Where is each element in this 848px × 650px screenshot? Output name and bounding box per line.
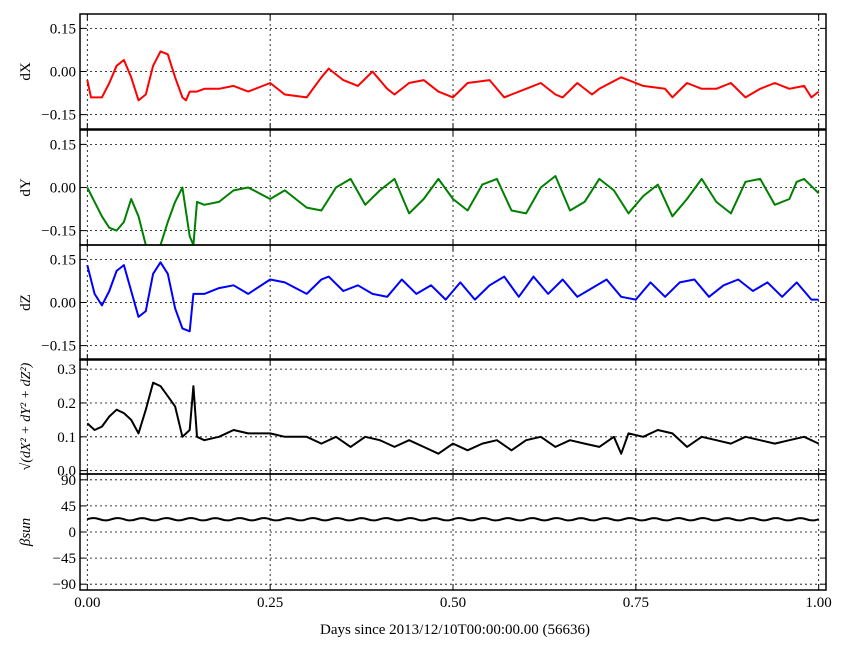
y-axis-label: dZ [18, 294, 34, 311]
y-tick-label: 0.2 [57, 396, 76, 412]
y-tick-label: 90 [61, 473, 76, 489]
y-tick-label: 0.15 [50, 21, 76, 37]
y-tick-label: 0.15 [50, 252, 76, 268]
y-tick-label: −0.15 [41, 108, 76, 124]
x-tick-label: 0.75 [623, 595, 649, 611]
series-line [86, 50, 820, 102]
y-tick-label: −0.15 [41, 339, 76, 355]
series-line [86, 261, 819, 333]
series-line [86, 381, 820, 455]
x-tick-label: 0.00 [74, 595, 100, 611]
y-axis-label: √(dX² + dY² + dZ²) [19, 362, 34, 470]
y-tick-label: −0.15 [41, 224, 76, 240]
panel-3: 0.15 0.00 −0.15 dZ [18, 244, 827, 361]
x-tick-label: 0.50 [440, 595, 466, 611]
y-axis-label: dY [18, 178, 34, 197]
series-line [87, 517, 820, 522]
y-tick-label: 45 [61, 499, 76, 515]
y-tick-label: 0.15 [50, 137, 76, 153]
panels: 0.150.00−0.15dX0.150.00−0.15dY0.150.00−0… [18, 13, 827, 593]
x-axis-ticks: 0.00 0.25 0.50 0.75 1.00 [74, 595, 832, 611]
panel-frame [79, 358, 827, 475]
panel-4: 0.3 0.2 0.1 0.0 √(dX² + dY² + dZ²) [19, 358, 827, 480]
y-tick-label: −90 [53, 577, 76, 593]
y-tick-label: 0 [69, 525, 77, 541]
x-tick-label: 0.25 [257, 595, 283, 611]
panel-5: 90 45 0 −45 −90 βsun [18, 473, 827, 593]
y-tick-label: 0.3 [57, 362, 76, 378]
y-axis-label: βsun [18, 518, 34, 547]
y-axis-label: dX [18, 62, 34, 81]
y-tick-label: 0.1 [57, 430, 76, 446]
series-line [86, 175, 820, 245]
y-tick-label: 0.0 [57, 464, 76, 480]
x-tick-label: 1.00 [806, 595, 832, 611]
y-tick-label: −45 [53, 551, 76, 567]
panel-2: 0.15 0.00 −0.15 dY [18, 129, 827, 246]
y-tick-label: 0.00 [50, 65, 76, 81]
y-tick-label: 0.00 [50, 181, 76, 197]
y-tick-label: 0.00 [50, 296, 76, 312]
x-axis-label: Days since 2013/12/10T00:00:00.00 (56636… [320, 622, 590, 638]
panel-1: 0.15 0.00 −0.15 dX [18, 13, 827, 130]
